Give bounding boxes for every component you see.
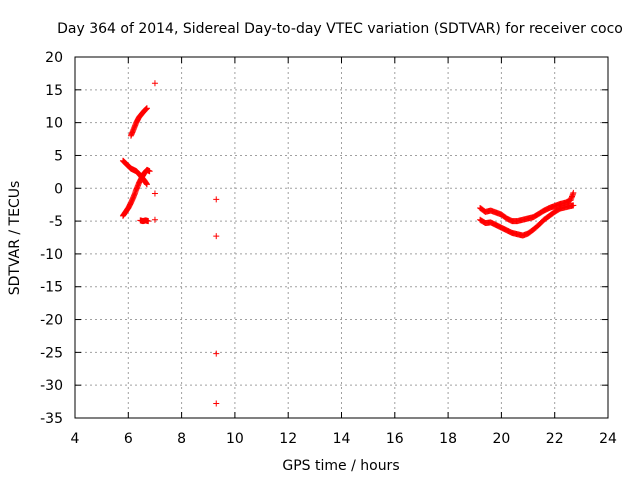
isolated-point — [151, 190, 158, 197]
data-point — [570, 202, 577, 209]
data-point — [143, 105, 150, 112]
y-axis-label: SDTVAR / TECUs — [7, 181, 23, 296]
y-tick-label: 20 — [45, 50, 63, 66]
x-axis-label: GPS time / hours — [282, 458, 399, 474]
data-point — [143, 181, 150, 188]
x-tick-label: 8 — [177, 431, 186, 447]
x-tick-label: 10 — [226, 431, 244, 447]
y-tick-label: -15 — [40, 280, 63, 296]
x-tick-labels: 4 6 8 10 12 14 16 18 20 22 24 — [71, 431, 617, 447]
y-tick-label: -30 — [40, 378, 63, 394]
y-tick-label: -20 — [40, 313, 63, 329]
grid-lines — [75, 57, 608, 418]
x-tick-label: 6 — [124, 431, 133, 447]
y-tick-label: -5 — [49, 214, 63, 230]
y-tick-labels: 20 15 10 5 0 -5 -10 -15 -20 -25 -30 -35 — [40, 50, 63, 427]
y-tick-label: -35 — [40, 411, 63, 427]
data-point — [570, 189, 577, 196]
x-tick-label: 16 — [386, 431, 404, 447]
x-tick-label: 24 — [599, 431, 617, 447]
y-tick-label: 5 — [54, 148, 63, 164]
isolated-point — [213, 196, 220, 203]
chart-title: Day 364 of 2014, Sidereal Day-to-day VTE… — [57, 21, 623, 37]
x-tick-label: 18 — [439, 431, 457, 447]
y-tick-label: 15 — [45, 83, 63, 99]
y-tick-label: 0 — [54, 181, 63, 197]
y-tick-label: -25 — [40, 345, 63, 361]
isolated-point — [151, 80, 158, 87]
isolated-point — [151, 216, 158, 223]
x-tick-label: 20 — [492, 431, 510, 447]
y-tick-label: 10 — [45, 116, 63, 132]
data-point — [146, 168, 153, 175]
data-point — [145, 218, 152, 225]
y-tick-label: -10 — [40, 247, 63, 263]
x-tick-label: 12 — [279, 431, 297, 447]
x-tick-label: 22 — [546, 431, 564, 447]
axis-ticks — [74, 56, 609, 419]
isolated-point — [213, 400, 220, 407]
data-points — [119, 80, 577, 407]
isolated-point — [213, 233, 220, 240]
isolated-point — [213, 350, 220, 357]
x-tick-label: 14 — [333, 431, 351, 447]
x-tick-label: 4 — [71, 431, 80, 447]
